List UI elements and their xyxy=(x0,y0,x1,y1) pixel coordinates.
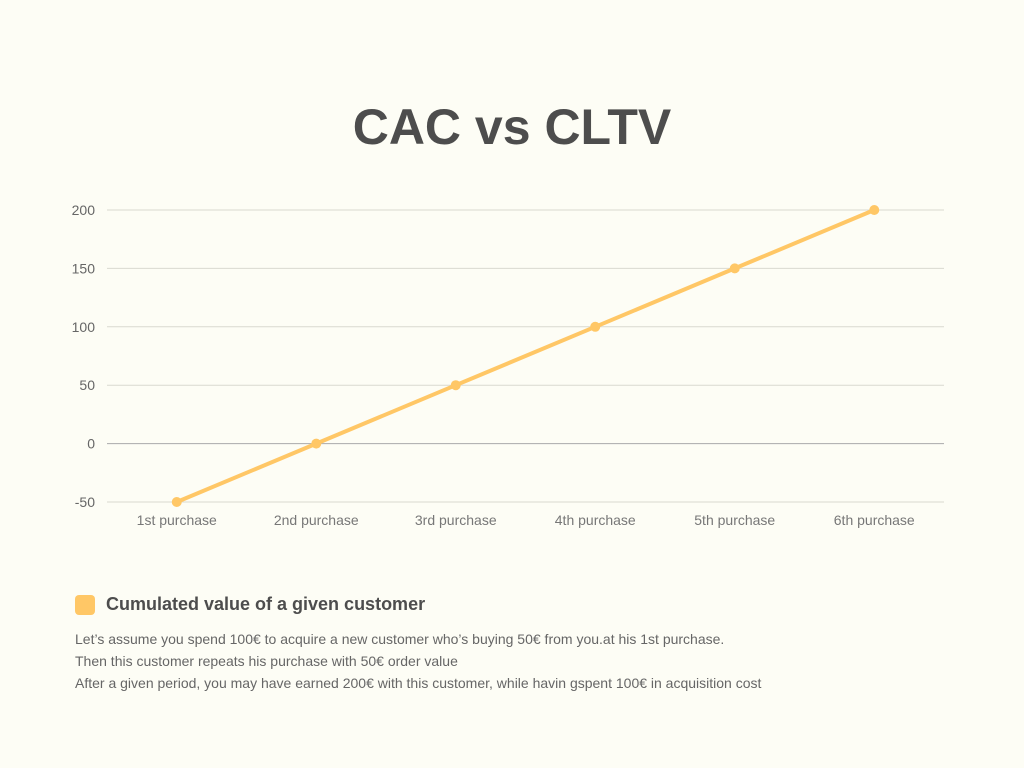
y-tick-label: 100 xyxy=(72,319,96,335)
description-line: After a given period, you may have earne… xyxy=(75,675,762,691)
x-tick-label: 5th purchase xyxy=(694,512,775,528)
x-tick-label: 1st purchase xyxy=(137,512,217,528)
data-point xyxy=(729,263,740,274)
y-tick-label: 150 xyxy=(72,260,96,276)
chart-title: CAC vs CLTV xyxy=(352,99,672,155)
data-point xyxy=(869,205,880,215)
data-point xyxy=(590,321,601,332)
legend-label: Cumulated value of a given customer xyxy=(106,594,426,614)
x-tick-label: 2nd purchase xyxy=(274,512,359,528)
data-point xyxy=(311,438,322,449)
data-point xyxy=(450,380,461,391)
legend-swatch xyxy=(75,594,95,615)
y-tick-label: 0 xyxy=(87,436,95,452)
description-line: Let’s assume you spend 100€ to acquire a… xyxy=(75,631,725,647)
y-tick-label: 200 xyxy=(72,202,96,218)
x-tick-label: 4th purchase xyxy=(555,512,636,528)
data-point xyxy=(171,497,182,507)
x-tick-label: 3rd purchase xyxy=(415,512,497,528)
legend: Cumulated value of a given customer xyxy=(75,594,425,615)
y-tick-label: 50 xyxy=(79,377,95,393)
x-tick-label: 6th purchase xyxy=(834,512,915,528)
description: Let’s assume you spend 100€ to acquire a… xyxy=(75,628,761,694)
series-line xyxy=(175,208,876,504)
description-line: Then this customer repeats his purchase … xyxy=(75,653,458,669)
y-tick-label: -50 xyxy=(75,494,95,510)
